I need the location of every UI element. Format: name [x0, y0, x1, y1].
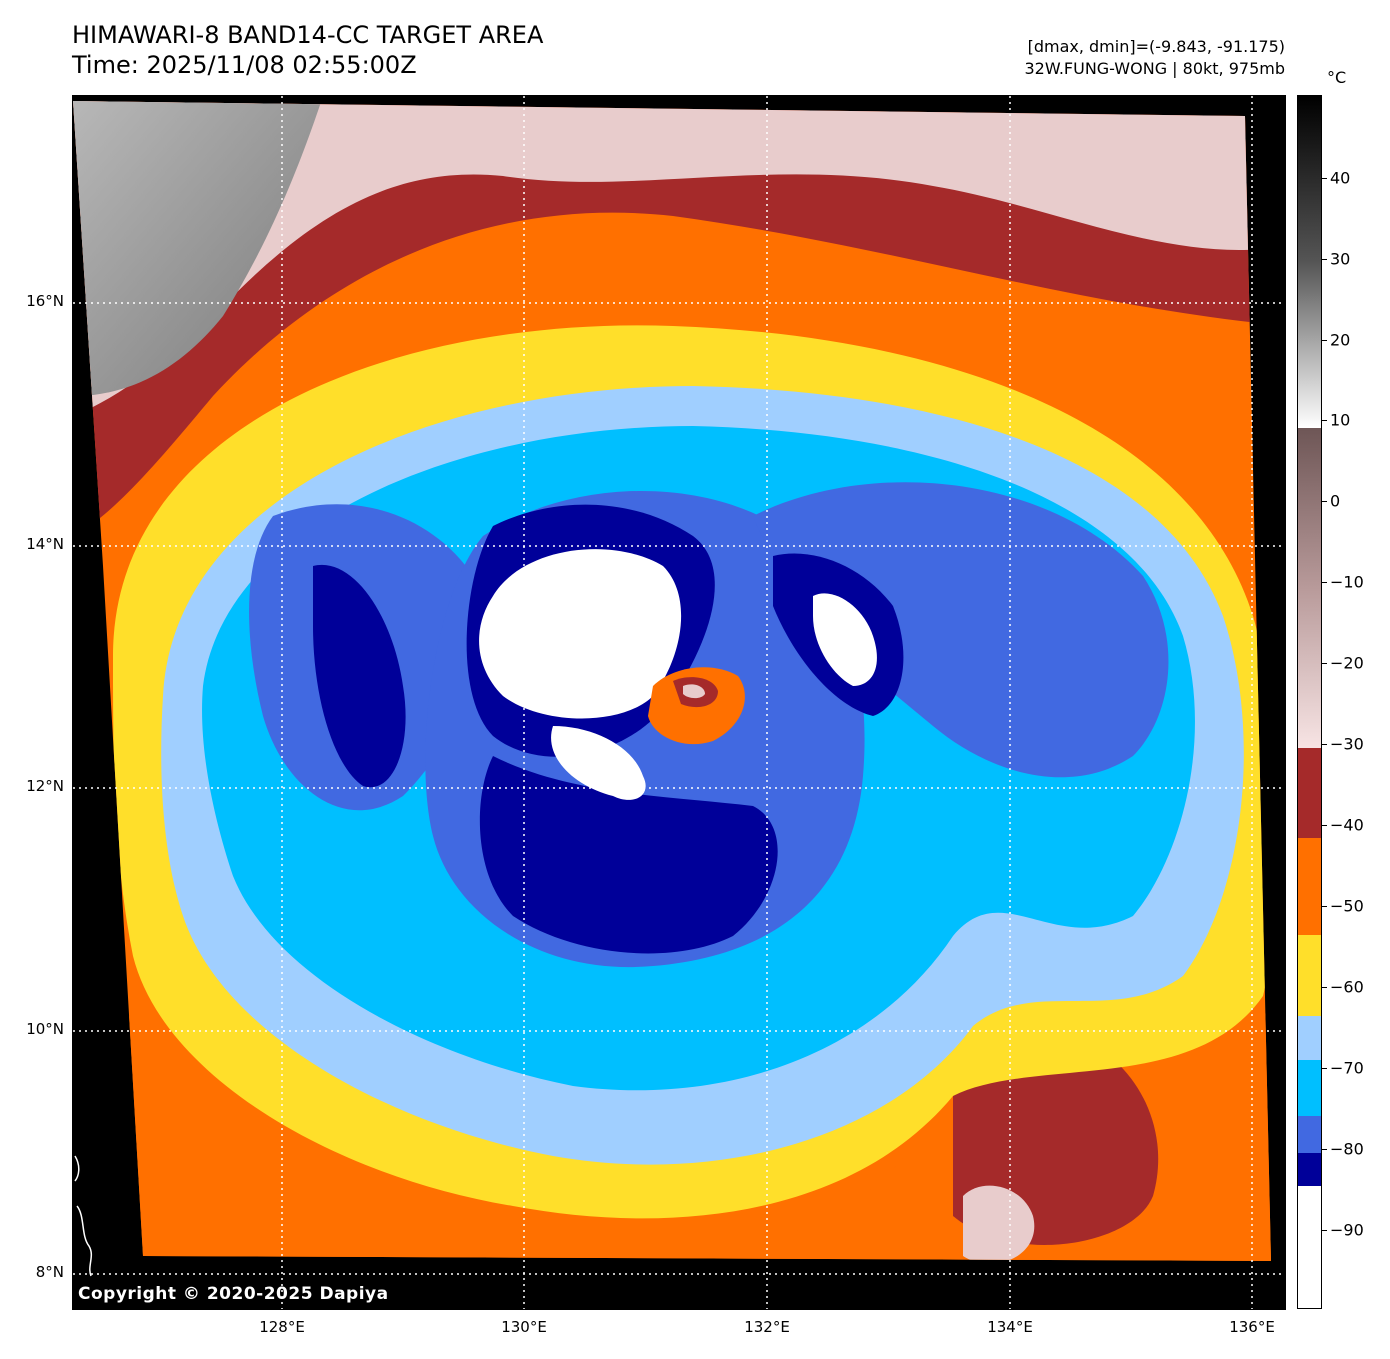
satellite-map [72, 95, 1286, 1310]
lon-label-128: 128°E [259, 1318, 305, 1336]
colorbar [1297, 95, 1322, 1309]
cb-tick-label: −40 [1330, 815, 1364, 835]
lon-label-134: 134°E [987, 1318, 1033, 1336]
cb-tick-label: −80 [1330, 1139, 1364, 1159]
coastline [74, 1155, 93, 1277]
band-white-core-tail [551, 726, 646, 800]
band-pink-north [73, 101, 1271, 416]
band-white-east [813, 593, 877, 686]
cb-seg-navy [1298, 1153, 1321, 1186]
copyright-label: Copyright © 2020-2025 Dapiya [78, 1284, 389, 1304]
cb-tick-mark [1322, 987, 1327, 988]
band-eye-pink [683, 684, 705, 699]
satellite-imagery [73, 96, 1285, 1309]
cb-tick-label: −70 [1330, 1058, 1364, 1078]
lat-label-14: 14°N [26, 535, 64, 553]
dmax-dmin-label: [dmax, dmin]=(-9.843, -91.175) [1027, 37, 1285, 56]
cb-tick-mark [1322, 340, 1327, 341]
cb-tick-label: −30 [1330, 734, 1364, 754]
cb-tick-mark [1322, 1230, 1327, 1231]
cb-tick-label: 20 [1330, 330, 1351, 350]
cb-tick-label: −20 [1330, 653, 1364, 673]
band-navy-west [313, 564, 406, 788]
band-gray-northwest [73, 101, 323, 396]
graticule [73, 96, 1285, 1309]
cb-seg-royalblue [1298, 1116, 1321, 1153]
cb-seg-lightblue [1298, 1016, 1321, 1060]
cb-tick-label: 40 [1330, 168, 1351, 188]
band-white-core [479, 549, 682, 719]
cb-seg-gray [1298, 96, 1321, 428]
band-navy-core-south [479, 756, 778, 954]
cb-seg-skyblue [1298, 1060, 1321, 1116]
band-pink-south [963, 1185, 1035, 1261]
cb-tick-mark [1322, 582, 1327, 583]
cb-tick-label: −50 [1330, 896, 1364, 916]
lon-label-132: 132°E [744, 1318, 790, 1336]
colorbar-gradient [1298, 96, 1321, 1308]
cb-tick-mark [1322, 906, 1327, 907]
lon-label-130: 130°E [501, 1318, 547, 1336]
timestamp-title: Time: 2025/11/08 02:55:00Z [72, 51, 417, 79]
cb-seg-warm [1298, 428, 1321, 748]
cb-tick-mark [1322, 825, 1327, 826]
band-royal-blue-east [753, 482, 1169, 778]
cb-tick-label: 10 [1330, 410, 1351, 430]
cb-seg-white [1298, 1186, 1321, 1308]
cb-tick-mark [1322, 1149, 1327, 1150]
chart-title: HIMAWARI-8 BAND14-CC TARGET AREA [72, 21, 544, 49]
cb-seg-orange [1298, 838, 1321, 935]
cb-tick-label: 0 [1330, 491, 1341, 511]
cb-tick-mark [1322, 259, 1327, 260]
lat-label-16: 16°N [26, 292, 64, 310]
band-brown-north [73, 101, 1271, 536]
cb-tick-mark [1322, 420, 1327, 421]
cb-tick-mark [1322, 501, 1327, 502]
cb-tick-mark [1322, 663, 1327, 664]
cb-tick-mark [1322, 1068, 1327, 1069]
cb-tick-label: −90 [1330, 1220, 1364, 1240]
storm-info-label: 32W.FUNG-WONG | 80kt, 975mb [1024, 59, 1285, 78]
lat-label-8: 8°N [35, 1263, 64, 1281]
cb-tick-label: −60 [1330, 977, 1364, 997]
cb-seg-gold [1298, 935, 1321, 1016]
lat-label-10: 10°N [26, 1020, 64, 1038]
cb-tick-label: −10 [1330, 572, 1364, 592]
lat-label-12: 12°N [26, 777, 64, 795]
lon-label-136: 136°E [1229, 1318, 1275, 1336]
cb-seg-brown [1298, 748, 1321, 838]
cb-tick-mark [1322, 744, 1327, 745]
cb-tick-mark [1322, 178, 1327, 179]
colorbar-unit: °C [1327, 68, 1347, 87]
cb-tick-label: 30 [1330, 249, 1351, 269]
